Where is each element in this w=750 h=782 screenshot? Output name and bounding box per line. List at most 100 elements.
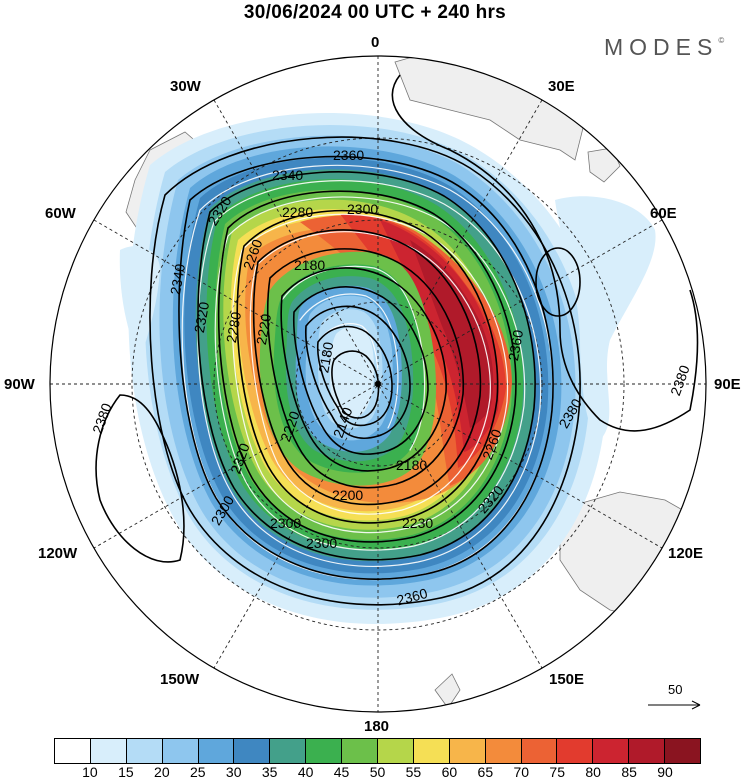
wind-reference-arrowhead <box>691 700 701 710</box>
colorbar-ticks: 10 15 20 25 30 35 40 45 50 55 60 65 70 75 80 85 90 <box>0 764 750 782</box>
contour-labels: 2360 2340 2320 2280 2300 2260 2180 2340 … <box>89 147 693 608</box>
colorbar-swatch <box>162 739 199 763</box>
contour-label-2200-bottom: 2200 <box>332 487 363 503</box>
colorbar-swatch <box>198 739 235 763</box>
logo-mark: © <box>718 36 725 45</box>
lon-label-120w: 120W <box>38 545 78 562</box>
lon-label-60e: 60E <box>650 205 677 222</box>
colorbar-swatch <box>521 739 558 763</box>
contour-label-2280-left: 2280 <box>223 310 244 344</box>
colorbar-tick-label: 80 <box>585 764 601 780</box>
colorbar-swatch <box>665 739 701 763</box>
colorbar-tick-label: 85 <box>621 764 637 780</box>
colorbar-swatch <box>270 739 307 763</box>
colorbar-swatch <box>306 739 343 763</box>
colorbar-tick-label: 55 <box>405 764 422 780</box>
contour-label-2360-bottom: 2360 <box>395 585 429 609</box>
contour-label-2300-bottom-left: 2300 <box>270 515 301 531</box>
graticule <box>50 56 706 712</box>
contour-label-2220-left: 2220 <box>253 312 274 346</box>
madagascar-land <box>587 147 621 183</box>
colorbar-swatch <box>55 739 91 763</box>
lon-label-90w: 90W <box>4 376 35 393</box>
colorbar-tick-label: 70 <box>513 764 530 780</box>
colorbar-tick-label: 75 <box>549 764 566 780</box>
colorbar-swatch <box>234 739 271 763</box>
lon-label-150e: 150E <box>549 671 585 688</box>
contour-2300 <box>217 190 517 543</box>
colorbar-tick-label: 15 <box>118 764 134 780</box>
colorbar-swatch <box>90 739 127 763</box>
contour-label-2360-right: 2360 <box>505 328 526 362</box>
band-90 <box>410 240 494 428</box>
colorbar-tick-label: 40 <box>297 764 314 780</box>
contour-label-2180-inner: 2180 <box>315 340 336 374</box>
new-zealand-land <box>434 673 461 709</box>
east-patch <box>555 196 656 440</box>
colorbar-swatch <box>342 739 379 763</box>
contour-label-2340-left: 2340 <box>167 262 188 296</box>
contour-2140 <box>331 350 380 419</box>
colorbar-swatch <box>378 739 414 763</box>
contour-2200 <box>292 286 429 455</box>
contour-2180 <box>305 305 411 440</box>
west-patch <box>119 246 160 360</box>
lon-label-30e: 30E <box>548 78 575 95</box>
contour-2240 <box>266 248 465 489</box>
colorbar-tick-label: 35 <box>261 764 278 780</box>
contour-2260 <box>252 229 482 506</box>
contour-2220 <box>280 267 447 472</box>
map-boundary <box>49 55 707 713</box>
colorbar-tick-label: 25 <box>189 764 206 780</box>
colorbar-tick-label: 65 <box>477 764 494 780</box>
contour-label-2300-top: 2300 <box>347 201 378 217</box>
contour-2340 <box>178 155 554 580</box>
contour-label-2360-top: 2360 <box>333 147 364 163</box>
contour-label-2280-top: 2280 <box>282 204 313 220</box>
height-contours <box>95 74 699 606</box>
colorbar-swatch <box>593 739 630 763</box>
colorbar-tick-label: 90 <box>657 764 673 780</box>
contour-label-2340-top: 2340 <box>272 167 303 183</box>
modes-logo: MODES© <box>604 34 724 61</box>
contour-2360 <box>149 136 581 606</box>
contour-label-2300-bottom: 2300 <box>306 535 337 551</box>
colorbar-tick-label: 50 <box>369 764 386 780</box>
contour-label-2380-west: 2380 <box>89 401 115 436</box>
colorbar-tick-label: 45 <box>333 764 350 780</box>
contour-label-2380-east: 2380 <box>667 363 693 398</box>
lon-label-180: 180 <box>364 718 390 735</box>
contour-label-2180-bottom: 2180 <box>396 457 427 473</box>
lon-label-120e: 120E <box>668 545 704 562</box>
contour-2380-east <box>391 74 699 432</box>
colorbar <box>54 738 701 764</box>
lon-label-0: 0 <box>371 34 380 51</box>
pole-marker <box>375 381 381 387</box>
colorbar-tick-label: 30 <box>225 764 242 780</box>
contour-2280 <box>236 209 499 524</box>
lon-label-60w: 60W <box>45 205 76 222</box>
contour-2380-west <box>95 394 185 563</box>
polar-stereographic-map: 2360 2340 2320 2280 2300 2260 2180 2340 … <box>49 55 707 713</box>
inner-10 <box>330 326 374 418</box>
colorbar-swatch <box>629 739 666 763</box>
contour-2380-small-east <box>535 247 581 317</box>
wind-reference-value: 50 <box>668 682 682 697</box>
colorbar-tick-label: 60 <box>441 764 458 780</box>
colorbar-tick-label: 10 <box>82 764 98 780</box>
logo-text: MODES <box>604 34 719 60</box>
contour-label-2230-bottom: 2230 <box>402 515 433 531</box>
contour-2320 <box>197 171 536 561</box>
map-title: 30/06/2024 00 UTC + 240 hrs <box>243 2 507 23</box>
colorbar-tick-label: 20 <box>154 764 170 780</box>
contour-label-2180-top: 2180 <box>294 257 325 273</box>
contour-label-2320-left: 2320 <box>191 300 212 334</box>
colorbar-swatch <box>413 739 450 763</box>
lon-label-90e: 90E <box>714 376 741 393</box>
colorbar-swatch <box>485 739 522 763</box>
colorbar-swatch <box>449 739 486 763</box>
colorbar-swatch <box>126 739 163 763</box>
lon-label-150w: 150W <box>160 671 200 688</box>
lon-label-30w: 30W <box>170 78 201 95</box>
contour-2160 <box>316 325 393 427</box>
